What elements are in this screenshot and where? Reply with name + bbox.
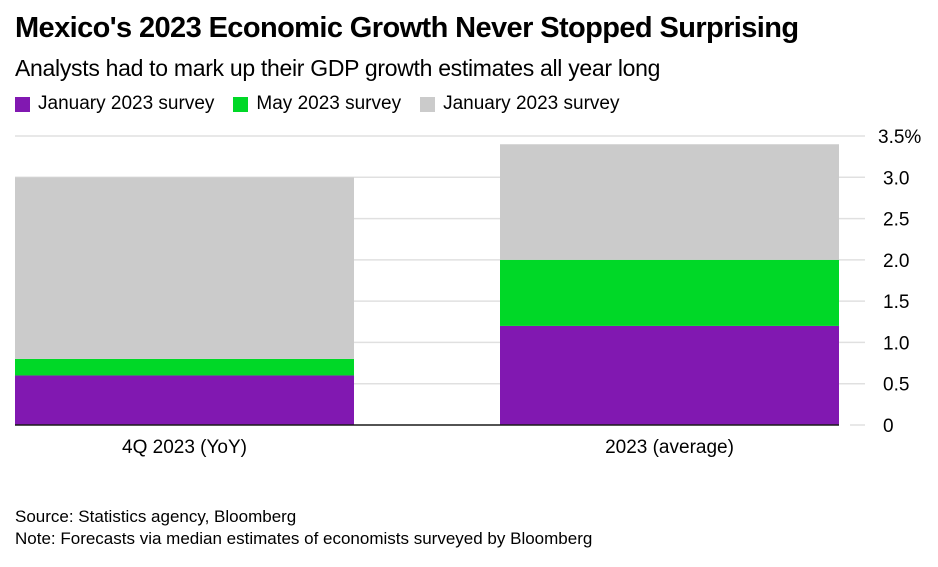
bar-segment-0-0 — [15, 375, 354, 425]
y-tick-label: 2.5 — [883, 210, 909, 231]
bars — [15, 144, 839, 425]
y-tick-label: 3.5% — [878, 127, 921, 148]
legend-swatch-latest — [420, 96, 436, 112]
y-tick-label: 0 — [883, 416, 894, 437]
legend-label: May 2023 survey — [256, 93, 402, 114]
bar-segment-1-0 — [500, 325, 839, 425]
chart-subtitle: Analysts had to mark up their GDP growth… — [15, 55, 661, 81]
bar-segment-1-2 — [500, 144, 839, 260]
legend: January 2023 survey May 2023 survey Janu… — [15, 93, 638, 115]
x-tick-label: 2023 (average) — [605, 437, 734, 458]
stacked-bar-chart: 0 0.5 1.0 1.5 2.0 2.5 3.0 3.5% 4Q 2023 (YoY) 202… — [15, 127, 921, 458]
bar-segment-0-2 — [15, 177, 354, 359]
y-tick-label: 1.0 — [883, 333, 909, 354]
x-tick-label: 4Q 2023 (YoY) — [122, 437, 247, 458]
source-note: Source: Statistics agency, Bloomberg — [15, 507, 297, 526]
legend-label: January 2023 survey — [38, 93, 215, 114]
legend-item-latest-survey: January 2023 survey — [420, 93, 619, 115]
methodology-note: Note: Forecasts via median estimates of … — [15, 529, 593, 548]
legend-item-may-survey: May 2023 survey — [233, 93, 401, 115]
footer: Source: Statistics agency, Bloomberg Not… — [15, 506, 592, 550]
y-tick-label: 1.5 — [883, 292, 909, 313]
y-tick-label: 3.0 — [883, 168, 909, 189]
legend-item-january-survey: January 2023 survey — [15, 93, 214, 115]
legend-label: January 2023 survey — [443, 93, 620, 114]
bar-segment-0-1 — [15, 358, 354, 376]
legend-swatch-january — [15, 96, 30, 112]
chart-title: Mexico's 2023 Economic Growth Never Stop… — [15, 12, 799, 44]
y-tick-label: 2.0 — [883, 251, 909, 272]
bar-segment-1-1 — [500, 259, 839, 326]
x-axis-labels: 4Q 2023 (YoY) 2023 (average) — [122, 437, 734, 458]
legend-swatch-may — [233, 96, 249, 112]
y-axis-ticks: 0 0.5 1.0 1.5 2.0 2.5 3.0 3.5% — [878, 127, 921, 437]
y-tick-label: 0.5 — [883, 375, 909, 396]
